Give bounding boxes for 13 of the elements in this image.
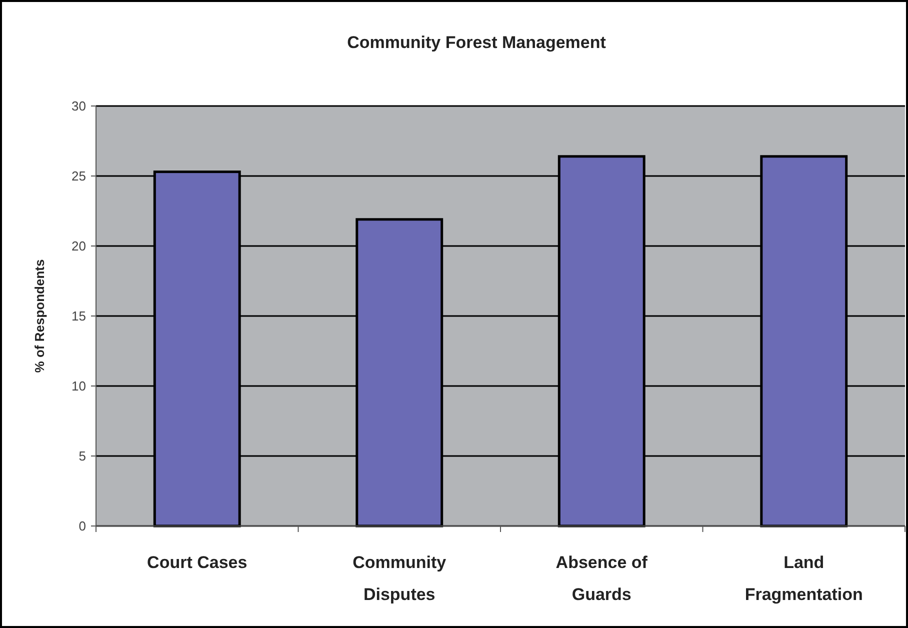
y-tick-label: 5	[78, 448, 86, 464]
chart-title: Community Forest Management	[347, 33, 606, 52]
y-tick-label: 20	[72, 238, 86, 254]
y-tick-label: 0	[78, 518, 86, 534]
y-tick-label: 25	[72, 168, 86, 184]
y-tick-label: 10	[72, 378, 86, 394]
y-tick-label: 30	[72, 98, 86, 114]
y-tick-label: 15	[72, 308, 86, 324]
x-tick-label: Community Disputes	[352, 553, 447, 604]
x-tick-label: Absence of Guards	[556, 553, 648, 604]
x-tick-label: Court Cases	[147, 553, 248, 572]
y-axis-title: % of Respondents	[32, 259, 47, 373]
x-tick-label: Land Fragmentation	[744, 553, 863, 604]
